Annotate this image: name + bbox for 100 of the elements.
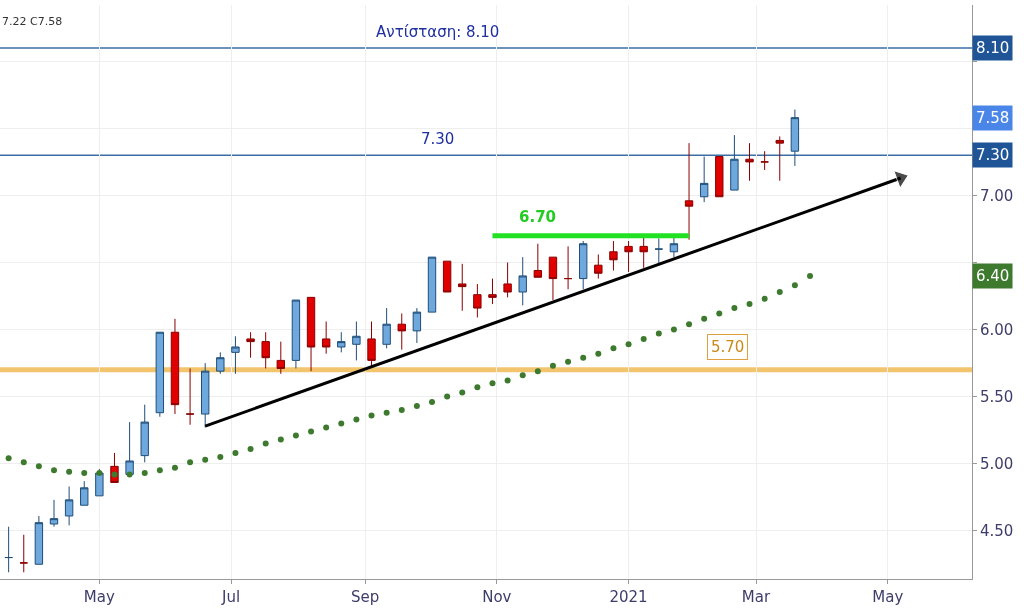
annotation: 7.30 [976,146,1010,164]
candlestick [563,245,573,290]
point [565,358,572,365]
candlestick [760,150,769,171]
x-tick-label: 2021 [609,588,648,606]
candlestick [140,404,149,463]
point [323,424,330,431]
candlestick [594,253,603,280]
candlestick [533,243,543,278]
x-tick-label: Sep [350,588,380,606]
candlestick [321,321,331,355]
candlestick [684,142,694,241]
candlestick [4,526,13,573]
point [716,310,723,317]
point [398,407,405,414]
point [519,372,526,379]
point [217,453,224,460]
y-tick-label: 4.50 [980,521,1014,540]
candlestick [170,318,180,415]
ref-line-label: 7.30 [421,130,455,148]
point [66,468,73,475]
candlestick [291,299,301,369]
point [126,471,133,478]
point [686,321,693,328]
point [580,354,587,361]
candlestick [216,351,225,375]
y-tick-label: 6.00 [980,320,1014,339]
point [625,341,632,348]
candlestick [654,237,663,265]
y-tick-label: 7.00 [980,186,1014,205]
point [731,305,738,312]
point [776,289,783,295]
point [111,471,118,478]
point [277,436,284,443]
candlestick [382,307,391,349]
point [308,428,315,435]
annotation: 7.58 [976,109,1010,127]
point [595,350,602,357]
candlestick [231,335,240,375]
x-tick-label: Mar [741,588,771,606]
point [807,272,813,279]
candlestick [639,235,648,269]
annotation: 6.70 [519,208,557,226]
point [20,459,27,466]
candlestick [397,312,406,351]
candlestick [775,135,784,182]
candlestick [306,296,316,372]
candlestick [442,260,452,293]
point [5,455,12,462]
candlestick [337,331,346,353]
point [444,393,451,400]
candlestick [125,421,134,475]
point [141,470,148,477]
point [670,326,677,333]
point [96,470,103,477]
candlestick [790,109,800,167]
point [368,412,375,419]
x-tick-label: Jul [221,588,241,606]
candlestick [64,485,74,526]
point [489,380,496,387]
point [383,409,390,416]
candlestick [427,256,437,313]
candlestick [458,263,467,312]
point [353,416,360,423]
point [156,467,163,474]
candlestick [715,156,724,198]
point [171,464,178,471]
ref-line-label: 5.70 [711,338,745,356]
candlestick [49,499,59,528]
point [187,459,194,466]
candlestick [352,321,361,361]
candlestick [412,307,422,344]
point [746,301,753,308]
candlestick [518,256,527,306]
point [81,470,88,477]
ref-line-label: Αντίσταση: 8.10 [376,23,500,41]
candlestick [745,142,754,182]
candlestick [609,240,618,272]
point [791,282,798,289]
y-tick-label: 5.50 [980,387,1014,406]
candlestick [95,468,104,497]
candlestick [699,156,709,203]
annotation: 7.22 C7.58 [2,15,63,28]
point [429,398,435,405]
candlestick [503,262,512,298]
point [640,335,647,342]
annotation: 6.40 [976,267,1010,285]
point [35,463,42,470]
point [534,368,541,375]
candlestick [19,534,28,573]
x-tick-label: May [83,588,115,606]
point [474,384,481,391]
candlestick [185,367,195,426]
candlestick [473,283,482,318]
candlestick [367,321,376,368]
candlestick [246,331,255,359]
candlestick [488,278,497,305]
point [338,420,345,427]
point [610,345,617,352]
point [262,440,269,447]
